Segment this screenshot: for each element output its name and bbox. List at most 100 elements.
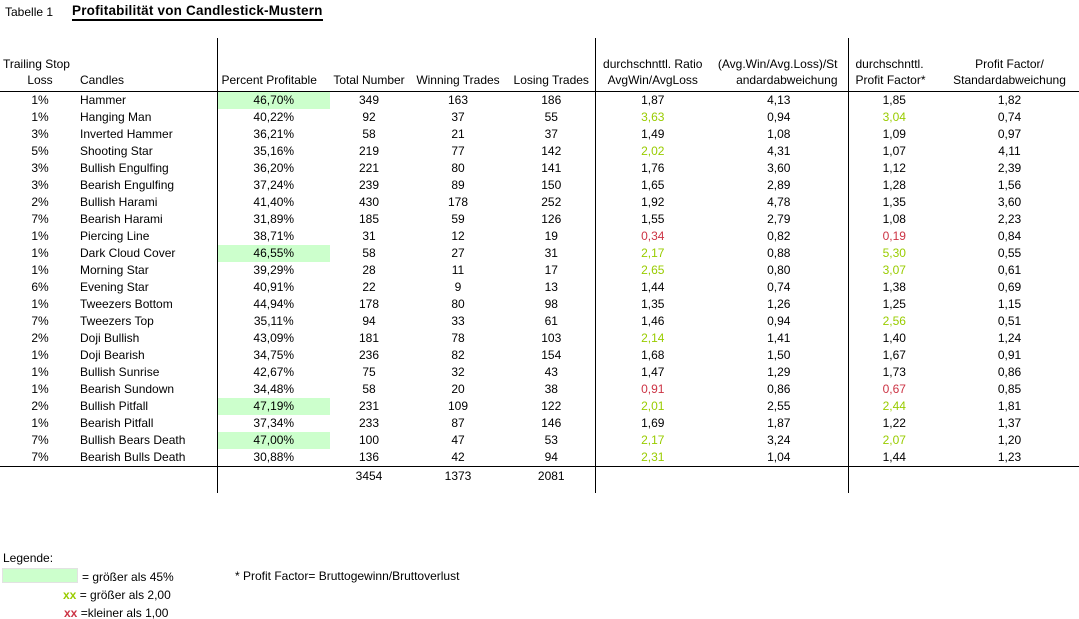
cell-percent-profitable: 40,22% <box>216 109 330 126</box>
cell-total-number: 430 <box>358 195 380 209</box>
cell-trailing-stop: 1% <box>31 416 49 430</box>
table-row: 7% Bearish Harami 31,89% 185 59 126 1,55 2,79 1,… <box>0 211 1079 228</box>
cell-avgwin-avgloss-ratio: 1,92 <box>594 194 710 211</box>
cell-pf-stdev: 1,56 <box>997 178 1022 192</box>
cell-winning-trades: 47 <box>451 433 465 447</box>
cell-losing-sum: 2081 <box>508 466 595 493</box>
cell-profit-factor: 1,22 <box>847 415 940 432</box>
cell-percent-profitable: 35,16% <box>216 143 330 160</box>
cell-profit-factor: 1,67 <box>847 347 940 364</box>
cell-trailing-stop: 2% <box>31 399 49 413</box>
cell-total-number: 178 <box>358 297 380 311</box>
cell-pf-stdev: 1,37 <box>997 416 1022 430</box>
cell-candle-name: Bearish Pitfall <box>80 416 154 430</box>
cell-ratio-stdev: 2,55 <box>767 399 791 413</box>
cell-profit-factor: 1,28 <box>847 177 940 194</box>
totals-empty <box>594 466 710 493</box>
cell-candle-name: Tweezers Bottom <box>80 297 173 311</box>
cell-percent-profitable: 37,24% <box>216 177 330 194</box>
cell-winning-trades: 80 <box>451 297 465 311</box>
header-profit-factor-line2: Profit Factor* <box>855 73 926 87</box>
table-row: 1% Hanging Man 40,22% 92 37 55 3,63 0,94 3,04 0,7… <box>0 109 1079 126</box>
cell-total-number: 136 <box>358 450 380 464</box>
cell-candle-name: Hanging Man <box>80 110 152 124</box>
cell-trailing-stop: 1% <box>31 246 49 260</box>
table-row: 7% Bullish Bears Death 47,00% 100 47 53 2,17 3,… <box>0 432 1079 449</box>
legend-green-label: = größer als 45% <box>82 570 174 584</box>
cell-trailing-stop: 6% <box>31 280 49 294</box>
legend-good-row: xx = größer als 2,00 <box>63 588 171 602</box>
legend-bad-row: xx =kleiner als 1,00 <box>64 606 168 619</box>
legend-title: Legende: <box>3 551 54 565</box>
header-losing-trades: Losing Trades <box>508 38 595 92</box>
cell-avgwin-avgloss-ratio: 1,55 <box>594 211 710 228</box>
cell-total-number: 75 <box>362 365 376 379</box>
cell-trailing-stop: 1% <box>31 229 49 243</box>
cell-losing-trades: 61 <box>544 314 558 328</box>
cell-ratio-stdev: 0,94 <box>767 314 791 328</box>
cell-avgwin-avgloss-ratio: 2,31 <box>594 449 710 467</box>
cell-losing-trades: 150 <box>541 178 562 192</box>
totals-empty <box>216 466 330 493</box>
cell-total-sum: 3454 <box>330 466 408 493</box>
header-row: Trailing Stop Loss Candles Percent Profi… <box>0 38 1079 92</box>
cell-losing-trades: 37 <box>544 127 558 141</box>
cell-percent-profitable: 47,00% <box>216 432 330 449</box>
table-row: 3% Bearish Engulfing 37,24% 239 89 150 1,65 2,8… <box>0 177 1079 194</box>
header-trailing-stop-line2: Loss <box>27 73 53 87</box>
cell-candle-name: Bearish Bulls Death <box>80 450 186 464</box>
table-row: 5% Shooting Star 35,16% 219 77 142 2,02 4,31 1,0… <box>0 143 1079 160</box>
table-row: 1% Bullish Sunrise 42,67% 75 32 43 1,47 1,29 1,7… <box>0 364 1079 381</box>
cell-percent-profitable: 36,20% <box>216 160 330 177</box>
cell-winning-trades: 59 <box>451 212 465 226</box>
cell-winning-trades: 89 <box>451 178 465 192</box>
cell-trailing-stop: 7% <box>31 314 49 328</box>
cell-avgwin-avgloss-ratio: 1,49 <box>594 126 710 143</box>
cell-total-number: 28 <box>362 263 376 277</box>
header-ratio-stdev-line2: andardabweichung <box>736 73 838 87</box>
cell-winning-trades: 82 <box>451 348 465 362</box>
cell-avgwin-avgloss-ratio: 1,47 <box>594 364 710 381</box>
cell-losing-trades: 252 <box>541 195 562 209</box>
cell-total-number: 58 <box>362 382 376 396</box>
cell-percent-profitable: 41,40% <box>216 194 330 211</box>
candlestick-table: Trailing Stop Loss Candles Percent Profi… <box>0 38 1079 493</box>
cell-candle-name: Bearish Harami <box>80 212 163 226</box>
table-row: 1% Doji Bearish 34,75% 236 82 154 1,68 1,50 1,67… <box>0 347 1079 364</box>
cell-candle-name: Piercing Line <box>80 229 150 243</box>
legend-green-swatch <box>2 568 78 583</box>
cell-avgwin-avgloss-ratio: 3,63 <box>594 109 710 126</box>
cell-total-number: 349 <box>358 93 380 107</box>
cell-avgwin-avgloss-ratio: 1,65 <box>594 177 710 194</box>
cell-percent-profitable: 31,89% <box>216 211 330 228</box>
cell-candle-name: Tweezers Top <box>80 314 154 328</box>
cell-profit-factor: 1,73 <box>847 364 940 381</box>
cell-losing-trades: 19 <box>544 229 558 243</box>
cell-losing-trades: 53 <box>544 433 558 447</box>
cell-ratio-stdev: 2,89 <box>767 178 791 192</box>
cell-pf-stdev: 1,82 <box>997 93 1022 107</box>
cell-pf-stdev: 0,84 <box>997 229 1022 243</box>
cell-total-number: 239 <box>358 178 380 192</box>
cell-ratio-stdev: 0,88 <box>767 246 791 260</box>
cell-winning-trades: 78 <box>451 331 465 345</box>
cell-pf-stdev: 1,15 <box>997 297 1022 311</box>
cell-ratio-stdev: 4,78 <box>767 195 791 209</box>
cell-losing-trades: 126 <box>541 212 562 226</box>
header-ratio-line2: AvgWin/AvgLoss <box>607 73 698 87</box>
cell-winning-trades: 42 <box>451 450 465 464</box>
cell-avgwin-avgloss-ratio: 2,17 <box>594 245 710 262</box>
cell-ratio-stdev: 1,50 <box>767 348 791 362</box>
cell-percent-profitable: 40,91% <box>216 279 330 296</box>
cell-pf-stdev: 0,69 <box>997 280 1022 294</box>
table-row: 3% Bullish Engulfing 36,20% 221 80 141 1,76 3,6… <box>0 160 1079 177</box>
cell-total-number: 233 <box>358 416 380 430</box>
cell-losing-trades: 13 <box>544 280 558 294</box>
cell-ratio-stdev: 0,74 <box>767 280 791 294</box>
cell-trailing-stop: 2% <box>31 331 49 345</box>
cell-avgwin-avgloss-ratio: 2,01 <box>594 398 710 415</box>
cell-winning-trades: 11 <box>451 263 465 277</box>
cell-total-number: 181 <box>358 331 380 345</box>
cell-candle-name: Bullish Harami <box>80 195 158 209</box>
cell-ratio-stdev: 2,79 <box>767 212 791 226</box>
